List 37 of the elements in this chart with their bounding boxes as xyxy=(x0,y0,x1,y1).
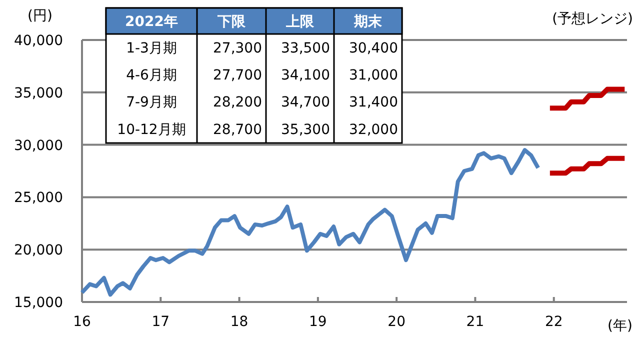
annotation: 34,700 xyxy=(281,94,330,110)
x-axis-title: (年) xyxy=(608,318,632,334)
annotation: 28,700 xyxy=(213,122,262,138)
annotation: 32,000 xyxy=(349,122,398,138)
annotation: 34,100 xyxy=(281,68,330,84)
annotation: 10-12月期 xyxy=(117,122,186,138)
x-tick-label: 16 xyxy=(73,314,91,330)
annotation: 27,700 xyxy=(213,68,262,84)
x-tick-label: 19 xyxy=(309,314,327,330)
y-axis-title: (円) xyxy=(28,8,52,24)
annotation: 7-9月期 xyxy=(126,94,177,110)
x-tick-label: 17 xyxy=(152,314,170,330)
y-tick-label: 20,000 xyxy=(14,242,63,259)
y-tick-label: 35,000 xyxy=(14,85,63,102)
y-tick-label: 25,000 xyxy=(14,190,63,206)
y-tick-label: 15,000 xyxy=(14,295,63,311)
annotation: 28,200 xyxy=(213,94,262,110)
annotation: 31,000 xyxy=(349,68,398,84)
text: 期末 xyxy=(353,14,383,30)
text: 2022年 xyxy=(125,14,178,30)
x-tick-label: 21 xyxy=(466,314,484,330)
line-series xyxy=(80,148,540,297)
x-tick-label: 18 xyxy=(230,314,248,330)
annotation: 30,400 xyxy=(349,40,398,56)
annotation: 33,500 xyxy=(281,40,330,56)
y-tick-label: 40,000 xyxy=(14,33,63,49)
text: 下限 xyxy=(216,14,246,30)
x-tick-label: 20 xyxy=(388,314,406,330)
text: (予想レンジ) xyxy=(552,11,633,27)
annotation: 4-6月期 xyxy=(126,68,177,84)
annotation: 31,400 xyxy=(349,94,398,110)
annotation: 35,300 xyxy=(281,122,330,138)
annotation: 27,300 xyxy=(213,40,262,56)
x-tick-label: 22 xyxy=(544,314,563,330)
y-tick-label: 30,000 xyxy=(14,138,63,154)
annotation: 1-3月期 xyxy=(126,40,177,56)
text: 上限 xyxy=(285,14,315,30)
